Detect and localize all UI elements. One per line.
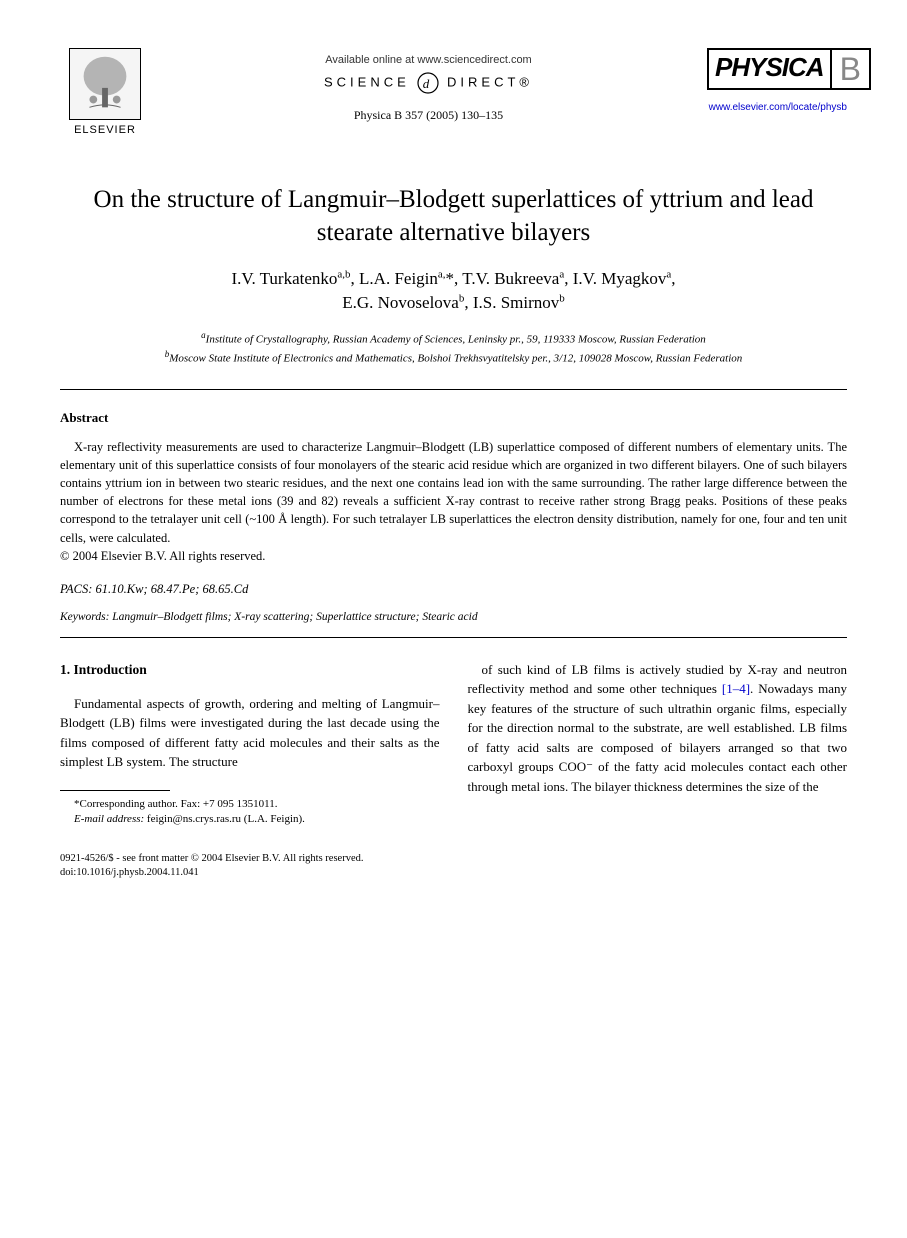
affiliation-b: bMoscow State Institute of Electronics a…	[80, 348, 827, 367]
affiliation-a: aInstitute of Crystallography, Russian A…	[80, 329, 827, 348]
journal-reference: Physica B 357 (2005) 130–135	[150, 108, 707, 123]
footer-doi: doi:10.1016/j.physb.2004.11.041	[60, 866, 847, 881]
physica-text: PHYSICA	[709, 50, 830, 88]
pacs-codes: 61.10.Kw; 68.47.Pe; 68.65.Cd	[96, 582, 249, 596]
body-columns: 1. Introduction Fundamental aspects of g…	[60, 660, 847, 828]
elsevier-tree-icon	[69, 48, 141, 120]
footnote-separator	[60, 790, 170, 791]
keywords-line: Keywords: Langmuir–Blodgett films; X-ray…	[60, 611, 847, 623]
physica-letter: B	[830, 50, 869, 88]
article-title: On the structure of Langmuir–Blodgett su…	[80, 184, 827, 249]
physica-logo-block: PHYSICA B www.elsevier.com/locate/physb	[707, 48, 847, 113]
header-row: ELSEVIER Available online at www.science…	[60, 48, 847, 148]
footer-front-matter: 0921-4526/$ - see front matter © 2004 El…	[60, 852, 847, 867]
keywords-text: Langmuir–Blodgett films; X-ray scatterin…	[112, 611, 477, 623]
pacs-label: PACS:	[60, 582, 92, 596]
science-direct-logo: SCIENCE d DIRECT®	[150, 72, 707, 94]
section-1-heading: 1. Introduction	[60, 660, 440, 680]
abstract-text: X-ray reflectivity measurements are used…	[60, 438, 847, 547]
header-center: Available online at www.sciencedirect.co…	[150, 48, 707, 123]
intro-paragraph-1: Fundamental aspects of growth, ordering …	[60, 694, 440, 772]
intro-paragraph-1-cont: of such kind of LB films is actively stu…	[468, 660, 848, 797]
abstract-heading: Abstract	[60, 410, 847, 426]
email-value: feigin@ns.crys.ras.ru (L.A. Feigin).	[147, 813, 305, 825]
journal-url-link[interactable]: www.elsevier.com/locate/physb	[709, 102, 847, 113]
keywords-label: Keywords:	[60, 611, 109, 623]
sd-text-1: SCIENCE	[324, 74, 410, 89]
ref-1-4-link[interactable]: [1–4]	[722, 681, 750, 696]
divider-top	[60, 389, 847, 390]
authors-list: I.V. Turkatenkoa,b, L.A. Feigina,*, T.V.…	[100, 267, 807, 315]
abstract-block: Abstract X-ray reflectivity measurements…	[60, 410, 847, 564]
page-footer: 0921-4526/$ - see front matter © 2004 El…	[60, 852, 847, 881]
email-label: E-mail address:	[74, 813, 144, 825]
journal-url[interactable]: www.elsevier.com/locate/physb	[707, 102, 847, 113]
pacs-line: PACS: 61.10.Kw; 68.47.Pe; 68.65.Cd	[60, 582, 847, 597]
corresponding-email: E-mail address: feigin@ns.crys.ras.ru (L…	[60, 812, 440, 827]
affiliations: aInstitute of Crystallography, Russian A…	[80, 329, 827, 367]
corresponding-author-note: *Corresponding author. Fax: +7 095 13510…	[60, 797, 440, 812]
physica-box: PHYSICA B	[707, 48, 871, 90]
divider-bottom	[60, 637, 847, 638]
sd-d-icon: d	[417, 72, 439, 94]
column-left: 1. Introduction Fundamental aspects of g…	[60, 660, 440, 828]
abstract-copyright: © 2004 Elsevier B.V. All rights reserved…	[60, 549, 847, 564]
elsevier-logo: ELSEVIER	[60, 48, 150, 148]
column-right: of such kind of LB films is actively stu…	[468, 660, 848, 828]
available-online-text: Available online at www.sciencedirect.co…	[150, 54, 707, 66]
svg-text:d: d	[423, 76, 434, 91]
sd-text-2: DIRECT®	[447, 74, 533, 89]
elsevier-text: ELSEVIER	[74, 124, 136, 136]
